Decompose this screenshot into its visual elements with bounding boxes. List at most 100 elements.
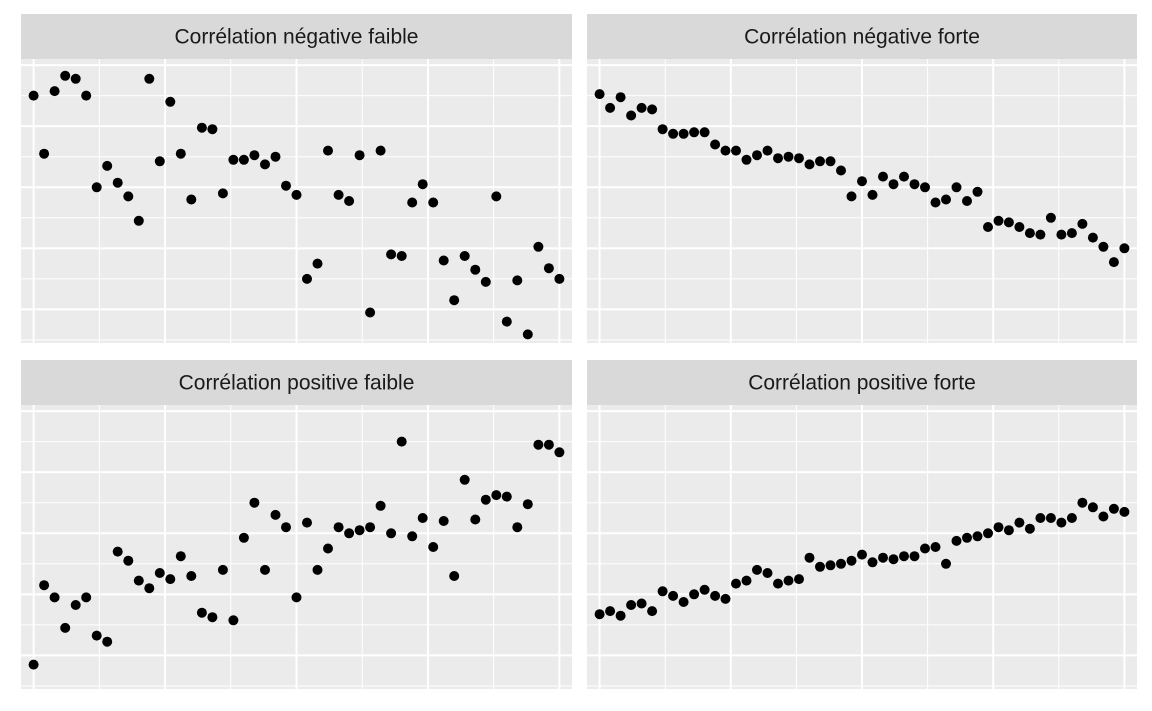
data-point <box>783 575 794 586</box>
data-point <box>783 151 794 162</box>
data-point <box>49 86 60 97</box>
data-point <box>636 598 647 609</box>
data-point <box>238 532 249 543</box>
data-point <box>28 90 39 101</box>
facet-strip <box>21 14 572 59</box>
data-point <box>615 92 626 103</box>
facet-2: Corrélation négative forte <box>587 14 1137 343</box>
data-point <box>626 600 637 610</box>
data-point <box>615 610 626 621</box>
data-point <box>417 513 428 523</box>
data-point <box>270 151 281 162</box>
data-point <box>491 191 502 202</box>
data-point <box>888 554 899 565</box>
data-point <box>1045 212 1056 223</box>
data-point <box>554 447 565 458</box>
data-point <box>60 622 71 633</box>
data-point <box>28 659 39 670</box>
gridlines <box>587 59 1137 343</box>
facet-strip <box>587 14 1137 59</box>
data-point <box>396 436 407 447</box>
data-point <box>825 560 836 571</box>
data-point <box>710 139 721 150</box>
facet-title: Corrélation positive forte <box>748 372 976 395</box>
points <box>28 436 565 670</box>
data-point <box>186 194 197 205</box>
data-point <box>333 522 344 533</box>
data-point <box>60 70 71 81</box>
data-point <box>438 516 449 526</box>
data-point <box>857 176 867 187</box>
data-point <box>836 165 846 176</box>
data-point <box>175 148 186 159</box>
data-point <box>112 177 123 188</box>
data-point <box>217 188 228 199</box>
data-point <box>846 555 857 566</box>
data-point <box>993 522 1004 533</box>
data-point <box>333 189 344 200</box>
data-point <box>396 251 407 261</box>
data-point <box>752 150 762 161</box>
data-point <box>657 586 668 597</box>
data-point <box>762 145 773 156</box>
data-point <box>1119 243 1130 254</box>
data-point <box>720 593 731 604</box>
data-point <box>217 564 228 575</box>
data-point <box>49 592 60 603</box>
data-point <box>668 128 679 139</box>
data-point <box>386 528 397 539</box>
data-point <box>1077 497 1088 508</box>
data-point <box>930 542 941 552</box>
data-point <box>196 607 207 618</box>
data-point <box>133 215 144 226</box>
data-point <box>522 329 533 340</box>
data-point <box>1077 218 1088 229</box>
data-point <box>878 171 888 182</box>
facet-strip <box>21 360 572 405</box>
data-point <box>1035 229 1046 240</box>
data-point <box>909 551 920 562</box>
data-point <box>1098 241 1109 252</box>
data-point <box>1108 503 1119 514</box>
data-point <box>605 102 616 113</box>
data-point <box>312 258 323 269</box>
data-point <box>81 90 92 101</box>
data-point <box>428 197 439 208</box>
data-point <box>480 494 491 505</box>
data-point <box>302 517 312 528</box>
data-point <box>375 500 386 511</box>
data-point <box>668 590 679 601</box>
data-point <box>689 589 700 600</box>
facet-4: Corrélation positive forte <box>587 360 1137 689</box>
data-point <box>626 110 637 121</box>
data-point <box>1087 502 1098 513</box>
data-point <box>773 578 783 589</box>
data-point <box>512 522 523 533</box>
data-point <box>920 182 930 193</box>
data-point <box>1045 513 1056 523</box>
data-point <box>417 179 428 190</box>
data-point <box>207 612 218 623</box>
facet-title: Corrélation négative forte <box>744 26 980 49</box>
data-point <box>365 307 376 318</box>
data-point <box>983 528 993 539</box>
data-point <box>228 615 239 626</box>
data-point <box>815 156 825 167</box>
data-point <box>344 528 355 539</box>
data-point <box>70 73 81 84</box>
data-point <box>941 558 951 569</box>
data-point <box>123 555 134 566</box>
data-point <box>972 186 983 197</box>
data-point <box>1108 257 1119 268</box>
data-point <box>773 153 783 164</box>
data-point <box>594 89 605 100</box>
data-point <box>888 179 899 190</box>
data-point <box>154 568 165 578</box>
data-point <box>354 525 365 536</box>
data-point <box>281 522 291 533</box>
data-point <box>91 630 102 641</box>
data-point <box>1056 229 1067 240</box>
data-point <box>533 241 544 252</box>
data-point <box>375 145 386 156</box>
data-point <box>794 574 804 585</box>
